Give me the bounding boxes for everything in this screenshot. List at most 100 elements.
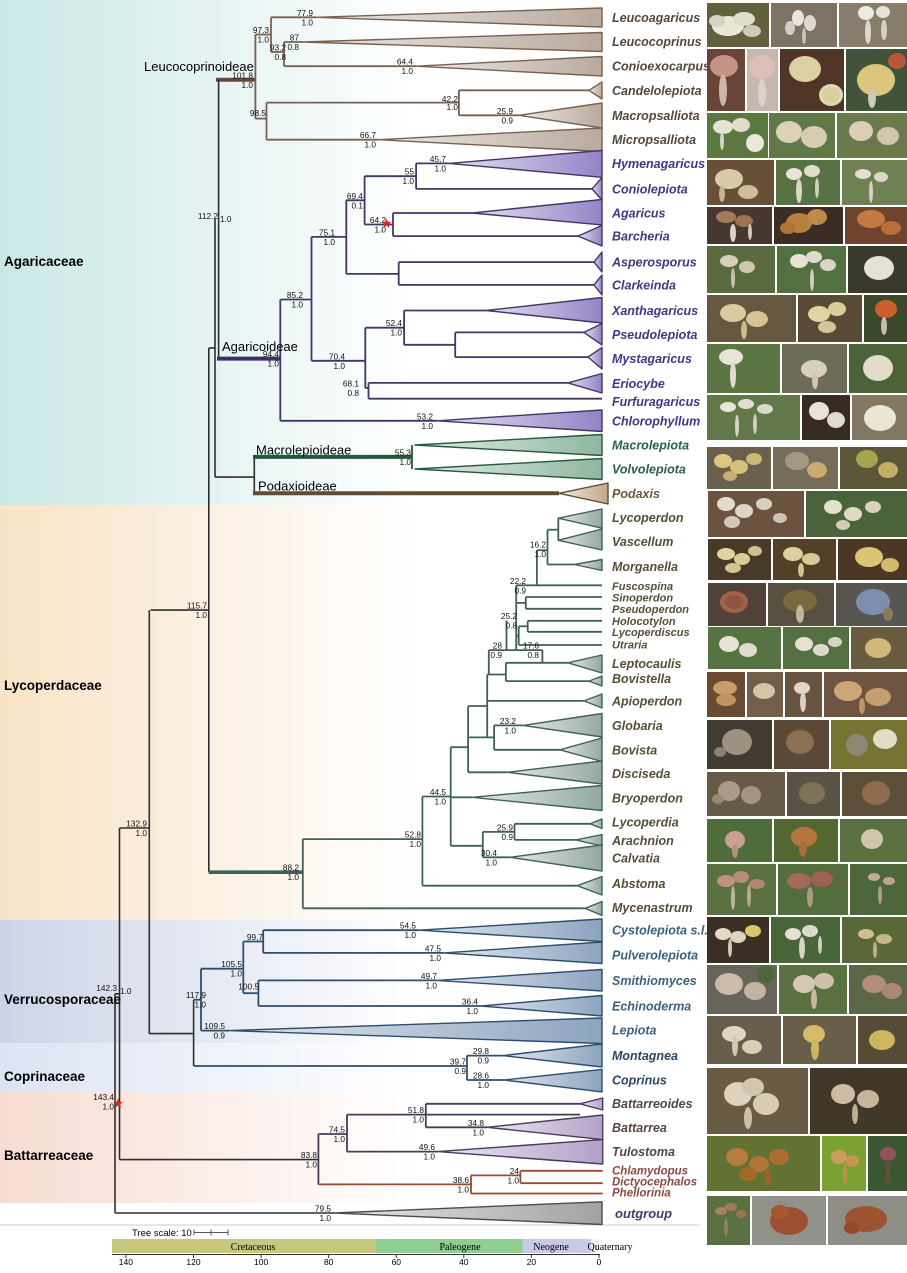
svg-text:1.0: 1.0 [446, 102, 458, 112]
svg-text:105.5: 105.5 [221, 959, 242, 969]
svg-text:Pulverolepiota: Pulverolepiota [612, 949, 698, 963]
svg-text:Utraria: Utraria [612, 639, 647, 651]
svg-text:0.8: 0.8 [527, 650, 539, 660]
svg-text:Leucocoprinoideae: Leucocoprinoideae [144, 59, 254, 74]
svg-text:83.8: 83.8 [301, 1150, 318, 1160]
svg-text:109.5: 109.5 [204, 1021, 225, 1031]
svg-text:Mycenastrum: Mycenastrum [612, 901, 693, 915]
svg-text:1.0: 1.0 [402, 176, 414, 186]
svg-text:Bryoperdon: Bryoperdon [612, 791, 683, 805]
svg-text:74.5: 74.5 [329, 1125, 346, 1135]
svg-text:Calvatia: Calvatia [612, 852, 660, 866]
svg-text:Holocotylon: Holocotylon [612, 616, 676, 628]
svg-text:Leptocaulis: Leptocaulis [612, 657, 682, 671]
svg-text:0.1: 0.1 [351, 200, 363, 210]
svg-text:Bovistella: Bovistella [612, 672, 671, 686]
svg-text:Dictyocephalos: Dictyocephalos [612, 1177, 697, 1189]
svg-text:Battarrea: Battarrea [612, 1121, 667, 1135]
svg-text:Phellorinia: Phellorinia [612, 1188, 671, 1200]
svg-text:1.0: 1.0 [425, 980, 437, 990]
svg-text:Arachnion: Arachnion [611, 834, 674, 848]
svg-text:Clarkeinda: Clarkeinda [612, 278, 676, 292]
svg-text:75.1: 75.1 [319, 227, 336, 237]
svg-text:120: 120 [186, 1257, 200, 1267]
svg-text:70.4: 70.4 [329, 351, 346, 361]
svg-text:Volvolepiota: Volvolepiota [612, 463, 686, 477]
svg-text:45.7: 45.7 [430, 154, 447, 164]
svg-text:Chlamydopus: Chlamydopus [612, 1165, 688, 1177]
svg-text:1.0: 1.0 [267, 359, 279, 369]
svg-text:Pseudolepiota: Pseudolepiota [612, 328, 697, 342]
svg-text:55: 55 [405, 167, 415, 177]
svg-text:25.9: 25.9 [497, 106, 514, 116]
svg-text:16.2: 16.2 [530, 539, 547, 549]
svg-text:Chlorophyllum: Chlorophyllum [612, 414, 700, 428]
svg-text:Battarreaceae: Battarreaceae [4, 1148, 94, 1163]
svg-text:68.1: 68.1 [343, 379, 360, 389]
svg-text:1.0: 1.0 [504, 725, 516, 735]
svg-text:54.5: 54.5 [400, 921, 417, 931]
svg-text:34.8: 34.8 [468, 1118, 485, 1128]
svg-text:Battarreoides: Battarreoides [612, 1097, 693, 1111]
svg-text:98.5: 98.5 [250, 108, 267, 118]
svg-text:Macrolepiota: Macrolepiota [612, 439, 689, 453]
svg-text:Podaxioideae: Podaxioideae [258, 479, 337, 494]
svg-text:101.8: 101.8 [232, 70, 253, 80]
svg-text:Pseudoperdon: Pseudoperdon [612, 604, 689, 616]
svg-text:66.7: 66.7 [360, 130, 377, 140]
svg-text:0.8: 0.8 [274, 52, 286, 62]
svg-text:1.0: 1.0 [319, 1213, 331, 1223]
svg-text:20: 20 [527, 1257, 537, 1267]
svg-text:Globaria: Globaria [612, 719, 663, 733]
svg-text:25.9: 25.9 [497, 822, 514, 832]
svg-text:0.9: 0.9 [501, 832, 513, 842]
svg-text:Montagnea: Montagnea [612, 1049, 678, 1063]
svg-text:52.8: 52.8 [405, 830, 422, 840]
svg-text:30.4: 30.4 [481, 848, 498, 858]
svg-text:1.0: 1.0 [423, 1152, 435, 1162]
svg-text:Macrolepioideae: Macrolepioideae [256, 443, 351, 458]
svg-text:Smithiomyces: Smithiomyces [612, 974, 697, 988]
svg-text:87: 87 [290, 33, 300, 43]
svg-text:94.4: 94.4 [263, 349, 280, 359]
svg-text:1.0: 1.0 [220, 214, 232, 224]
svg-text:Disciseda: Disciseda [612, 767, 670, 781]
svg-text:Vascellum: Vascellum [612, 535, 673, 549]
svg-text:Coprinaceae: Coprinaceae [4, 1069, 86, 1084]
svg-text:0.9: 0.9 [213, 1031, 225, 1041]
svg-text:55.3: 55.3 [395, 448, 412, 458]
svg-text:1.0: 1.0 [374, 225, 386, 235]
svg-text:44.5: 44.5 [430, 787, 447, 797]
svg-text:0.9: 0.9 [454, 1066, 466, 1076]
svg-text:0.9: 0.9 [501, 115, 513, 125]
svg-text:Lepiota: Lepiota [612, 1024, 656, 1038]
svg-text:1.0: 1.0 [412, 1115, 424, 1125]
svg-text:1.0: 1.0 [364, 140, 376, 150]
svg-text:1.0: 1.0 [401, 66, 413, 76]
svg-text:1.0: 1.0 [434, 797, 446, 807]
svg-text:0.8: 0.8 [347, 388, 359, 398]
svg-text:Leucocoprinus: Leucocoprinus [612, 35, 702, 49]
svg-text:Tree scale: 10: Tree scale: 10 [132, 1228, 192, 1239]
svg-text:1.0: 1.0 [399, 457, 411, 467]
svg-text:1.0: 1.0 [477, 1080, 489, 1090]
svg-text:1.0: 1.0 [291, 300, 303, 310]
svg-text:42.2: 42.2 [442, 94, 459, 104]
svg-text:40: 40 [459, 1257, 469, 1267]
svg-text:117.9: 117.9 [186, 990, 207, 1000]
svg-text:0.9: 0.9 [490, 650, 502, 660]
svg-text:Sinoperdon: Sinoperdon [612, 592, 673, 604]
svg-text:17.6: 17.6 [523, 641, 540, 651]
svg-text:49.6: 49.6 [419, 1142, 436, 1152]
svg-text:1.0: 1.0 [485, 857, 497, 867]
svg-text:outgroup: outgroup [615, 1206, 672, 1221]
svg-text:Verrucosporaceae: Verrucosporaceae [4, 992, 122, 1007]
svg-text:100.5: 100.5 [238, 982, 259, 992]
svg-text:0.8: 0.8 [287, 42, 299, 52]
svg-text:Asperosporus: Asperosporus [611, 256, 697, 270]
svg-text:36.4: 36.4 [462, 997, 479, 1007]
svg-text:1.0: 1.0 [409, 839, 421, 849]
svg-text:97.3: 97.3 [253, 25, 270, 35]
svg-text:1.0: 1.0 [472, 1127, 484, 1137]
svg-text:1.0: 1.0 [301, 17, 313, 27]
